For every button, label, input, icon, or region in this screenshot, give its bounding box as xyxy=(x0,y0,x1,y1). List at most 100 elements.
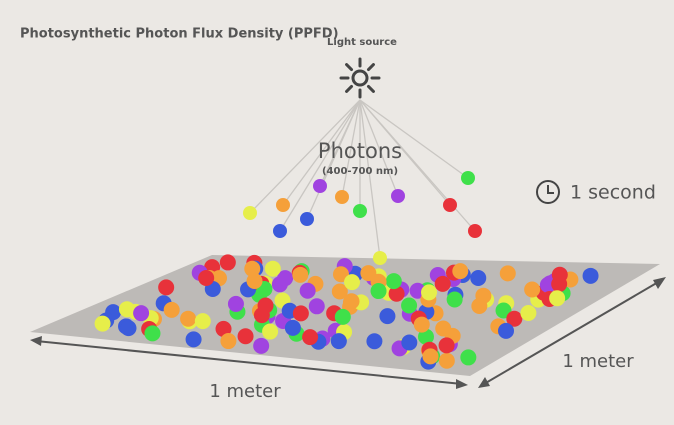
photon xyxy=(551,266,568,283)
photons-label: Photons xyxy=(318,139,402,163)
ray xyxy=(249,99,361,214)
photon xyxy=(388,285,405,302)
photon xyxy=(495,302,512,319)
photon xyxy=(330,333,347,350)
photon xyxy=(227,295,244,312)
photon xyxy=(549,290,566,307)
photon xyxy=(366,333,383,350)
photon xyxy=(292,305,309,322)
photon xyxy=(475,287,492,304)
photon xyxy=(284,319,301,336)
photon xyxy=(334,308,351,325)
photon xyxy=(262,323,279,340)
photon xyxy=(292,266,309,283)
photon xyxy=(253,337,270,354)
photon xyxy=(264,260,281,277)
photon xyxy=(246,273,263,290)
sun-icon xyxy=(339,57,381,99)
surface-photons xyxy=(94,254,599,370)
photon xyxy=(438,337,455,354)
ray xyxy=(359,99,469,179)
ray xyxy=(319,99,361,187)
photon xyxy=(158,279,175,296)
sun-ray xyxy=(345,63,354,72)
photon xyxy=(422,348,439,365)
photon xyxy=(198,270,215,287)
photon xyxy=(438,352,455,369)
photon xyxy=(443,198,457,212)
photon xyxy=(385,273,402,290)
photon xyxy=(302,329,319,346)
width-label: 1 meter xyxy=(209,381,281,402)
photon xyxy=(343,293,360,310)
photons-range: (400-700 nm) xyxy=(322,166,398,177)
photon xyxy=(468,224,482,238)
photon xyxy=(220,333,237,350)
photon xyxy=(421,284,438,301)
photon xyxy=(434,275,451,292)
photon xyxy=(94,315,111,332)
sun-ray xyxy=(345,84,354,93)
photon xyxy=(331,283,348,300)
photon xyxy=(273,224,287,238)
time-label: 1 second xyxy=(570,182,656,204)
photon xyxy=(243,206,257,220)
photon xyxy=(520,305,537,322)
photon xyxy=(370,283,387,300)
photon xyxy=(498,322,515,339)
photon xyxy=(163,301,180,318)
photon xyxy=(470,270,487,287)
photon xyxy=(373,251,387,265)
ray xyxy=(341,99,361,198)
photon xyxy=(299,282,316,299)
photon xyxy=(194,313,211,330)
photon xyxy=(499,265,516,282)
light-source-label: Light source xyxy=(327,37,397,48)
photon xyxy=(360,265,377,282)
photon xyxy=(276,198,290,212)
photon xyxy=(118,301,135,318)
photon xyxy=(460,349,477,366)
photon xyxy=(506,310,523,327)
photon xyxy=(353,204,367,218)
photon xyxy=(582,267,599,284)
photon xyxy=(446,291,463,308)
photon xyxy=(257,297,274,314)
photon xyxy=(401,297,418,314)
depth-label: 1 meter xyxy=(562,351,634,372)
photon xyxy=(120,320,137,337)
photon xyxy=(215,320,232,337)
title: Photosynthetic Photon Flux Density (PPFD… xyxy=(20,27,339,42)
ray xyxy=(359,99,476,232)
photon xyxy=(300,212,314,226)
falling-photons xyxy=(243,171,482,265)
photon xyxy=(144,325,161,342)
photon xyxy=(461,171,475,185)
photon xyxy=(435,320,452,337)
photon xyxy=(313,179,327,193)
photon xyxy=(344,274,361,291)
photon xyxy=(277,270,294,287)
sun-ray xyxy=(366,63,375,72)
photon xyxy=(237,328,254,345)
photon xyxy=(335,190,349,204)
photon xyxy=(308,298,325,315)
ray xyxy=(282,99,361,206)
photon xyxy=(391,189,405,203)
photon xyxy=(401,334,418,351)
photon-rays xyxy=(249,99,476,259)
photon xyxy=(185,331,202,348)
photon xyxy=(524,281,541,298)
sun-ray xyxy=(366,84,375,93)
ray xyxy=(359,99,381,259)
ray xyxy=(359,99,399,197)
photon xyxy=(133,305,150,322)
photon xyxy=(417,328,434,345)
ray xyxy=(279,99,361,232)
clock-icon xyxy=(536,180,560,204)
photon xyxy=(180,310,197,327)
photon xyxy=(219,254,236,271)
photon xyxy=(244,260,261,277)
photon xyxy=(413,316,430,333)
